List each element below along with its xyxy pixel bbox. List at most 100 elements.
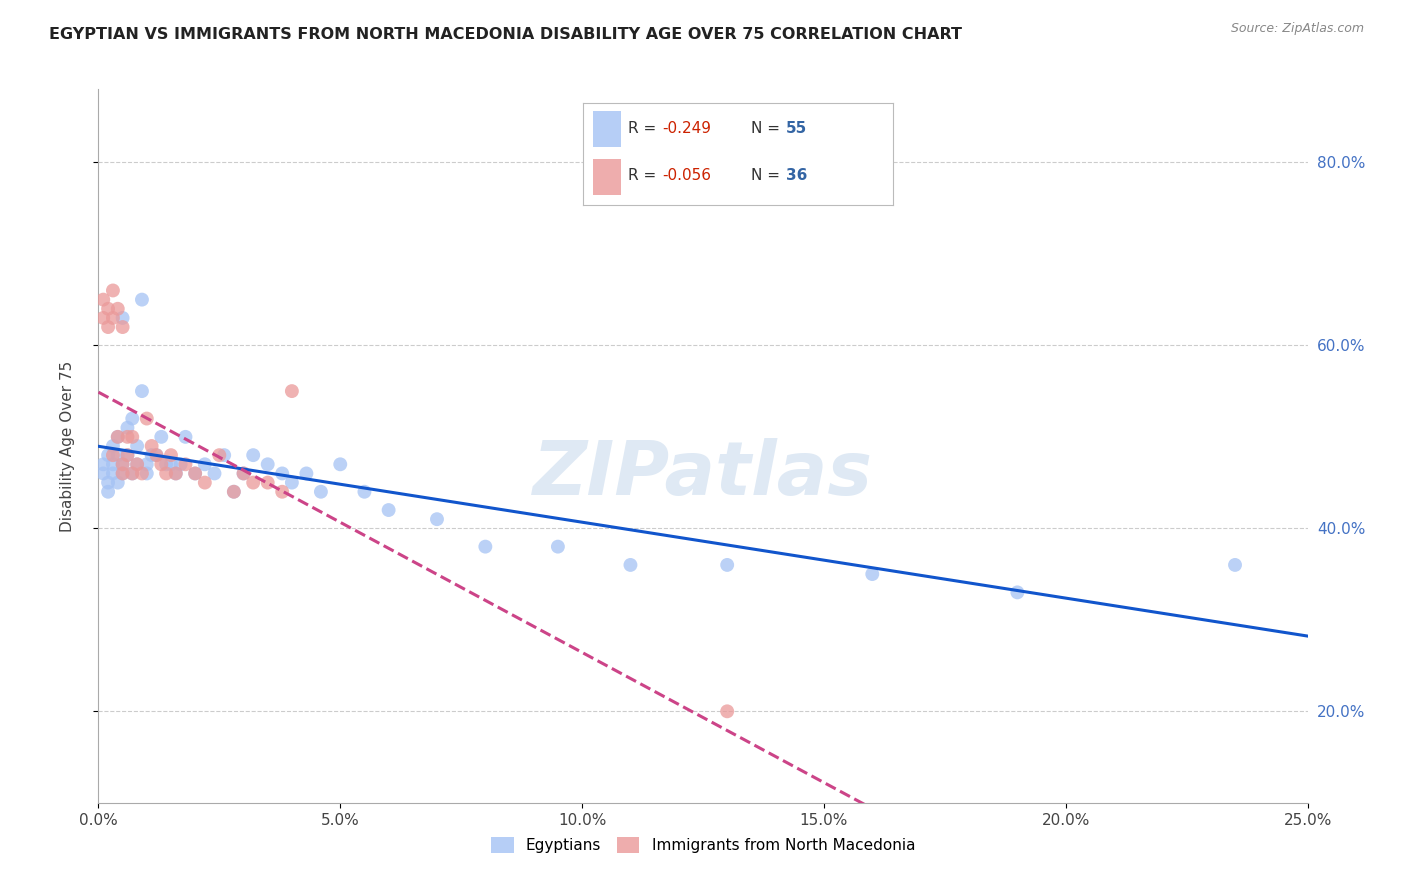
Legend: Egyptians, Immigrants from North Macedonia: Egyptians, Immigrants from North Macedon…	[485, 831, 921, 859]
Point	[271, 467, 294, 481]
Text: Source: ZipAtlas.com: Source: ZipAtlas.com	[1230, 22, 1364, 36]
Point	[101, 310, 124, 325]
Y-axis label: Disability Age Over 75: Disability Age Over 75	[60, 360, 75, 532]
Point	[141, 448, 163, 462]
Point	[111, 458, 134, 472]
Text: N =: N =	[751, 121, 785, 136]
Point	[141, 439, 163, 453]
Text: R =: R =	[628, 121, 661, 136]
Point	[117, 448, 139, 462]
Point	[107, 448, 129, 462]
Point	[97, 484, 120, 499]
Point	[101, 448, 124, 462]
Point	[1223, 558, 1246, 572]
Point	[860, 567, 883, 582]
Point	[135, 458, 157, 472]
Text: EGYPTIAN VS IMMIGRANTS FROM NORTH MACEDONIA DISABILITY AGE OVER 75 CORRELATION C: EGYPTIAN VS IMMIGRANTS FROM NORTH MACEDO…	[49, 27, 962, 42]
Point	[222, 484, 245, 499]
Point	[107, 475, 129, 490]
Point	[377, 503, 399, 517]
Point	[150, 458, 173, 472]
Point	[121, 467, 143, 481]
Point	[716, 558, 738, 572]
Point	[131, 384, 153, 398]
Text: 36: 36	[786, 169, 807, 184]
Point	[165, 467, 187, 481]
Point	[91, 310, 114, 325]
Point	[1007, 585, 1029, 599]
Text: N =: N =	[751, 169, 785, 184]
Point	[111, 467, 134, 481]
Text: R =: R =	[628, 169, 661, 184]
Point	[155, 458, 177, 472]
Point	[619, 558, 641, 572]
Point	[145, 448, 167, 462]
Point	[97, 301, 120, 316]
Point	[204, 467, 226, 481]
Point	[101, 458, 124, 472]
Point	[309, 484, 332, 499]
Point	[256, 458, 278, 472]
Point	[281, 384, 304, 398]
Point	[121, 430, 143, 444]
Point	[232, 467, 254, 481]
Point	[117, 420, 139, 434]
Point	[474, 540, 496, 554]
Point	[242, 475, 264, 490]
Point	[111, 310, 134, 325]
Point	[131, 467, 153, 481]
Point	[212, 448, 235, 462]
Point	[547, 540, 569, 554]
Point	[107, 430, 129, 444]
Point	[117, 430, 139, 444]
Point	[295, 467, 318, 481]
Point	[145, 448, 167, 462]
Point	[135, 467, 157, 481]
Point	[232, 467, 254, 481]
Point	[281, 475, 304, 490]
Point	[127, 458, 149, 472]
Point	[97, 320, 120, 334]
Text: ZIPatlas: ZIPatlas	[533, 438, 873, 511]
Point	[174, 430, 197, 444]
Point	[353, 484, 375, 499]
Point	[97, 448, 120, 462]
Point	[101, 284, 124, 298]
Point	[111, 467, 134, 481]
Point	[194, 458, 217, 472]
Text: 55: 55	[786, 121, 807, 136]
Point	[184, 467, 207, 481]
Point	[165, 467, 187, 481]
Point	[194, 475, 217, 490]
Point	[101, 439, 124, 453]
Point	[716, 704, 738, 718]
Bar	[593, 159, 620, 194]
Point	[184, 467, 207, 481]
Point	[101, 467, 124, 481]
Point	[111, 320, 134, 334]
Point	[426, 512, 449, 526]
Point	[91, 293, 114, 307]
Point	[222, 484, 245, 499]
Point	[155, 467, 177, 481]
Point	[242, 448, 264, 462]
Point	[256, 475, 278, 490]
Point	[91, 467, 114, 481]
Point	[107, 301, 129, 316]
Point	[208, 448, 231, 462]
Point	[174, 458, 197, 472]
Point	[160, 458, 183, 472]
Point	[271, 484, 294, 499]
Point	[131, 293, 153, 307]
Point	[169, 458, 191, 472]
Point	[121, 467, 143, 481]
Point	[117, 448, 139, 462]
Point	[127, 458, 149, 472]
Point	[127, 439, 149, 453]
Text: -0.249: -0.249	[662, 121, 711, 136]
Point	[111, 458, 134, 472]
Point	[121, 411, 143, 425]
Point	[91, 458, 114, 472]
Text: -0.056: -0.056	[662, 169, 711, 184]
Point	[329, 458, 352, 472]
